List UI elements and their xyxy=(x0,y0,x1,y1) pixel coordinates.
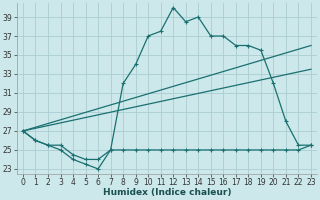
X-axis label: Humidex (Indice chaleur): Humidex (Indice chaleur) xyxy=(103,188,231,197)
